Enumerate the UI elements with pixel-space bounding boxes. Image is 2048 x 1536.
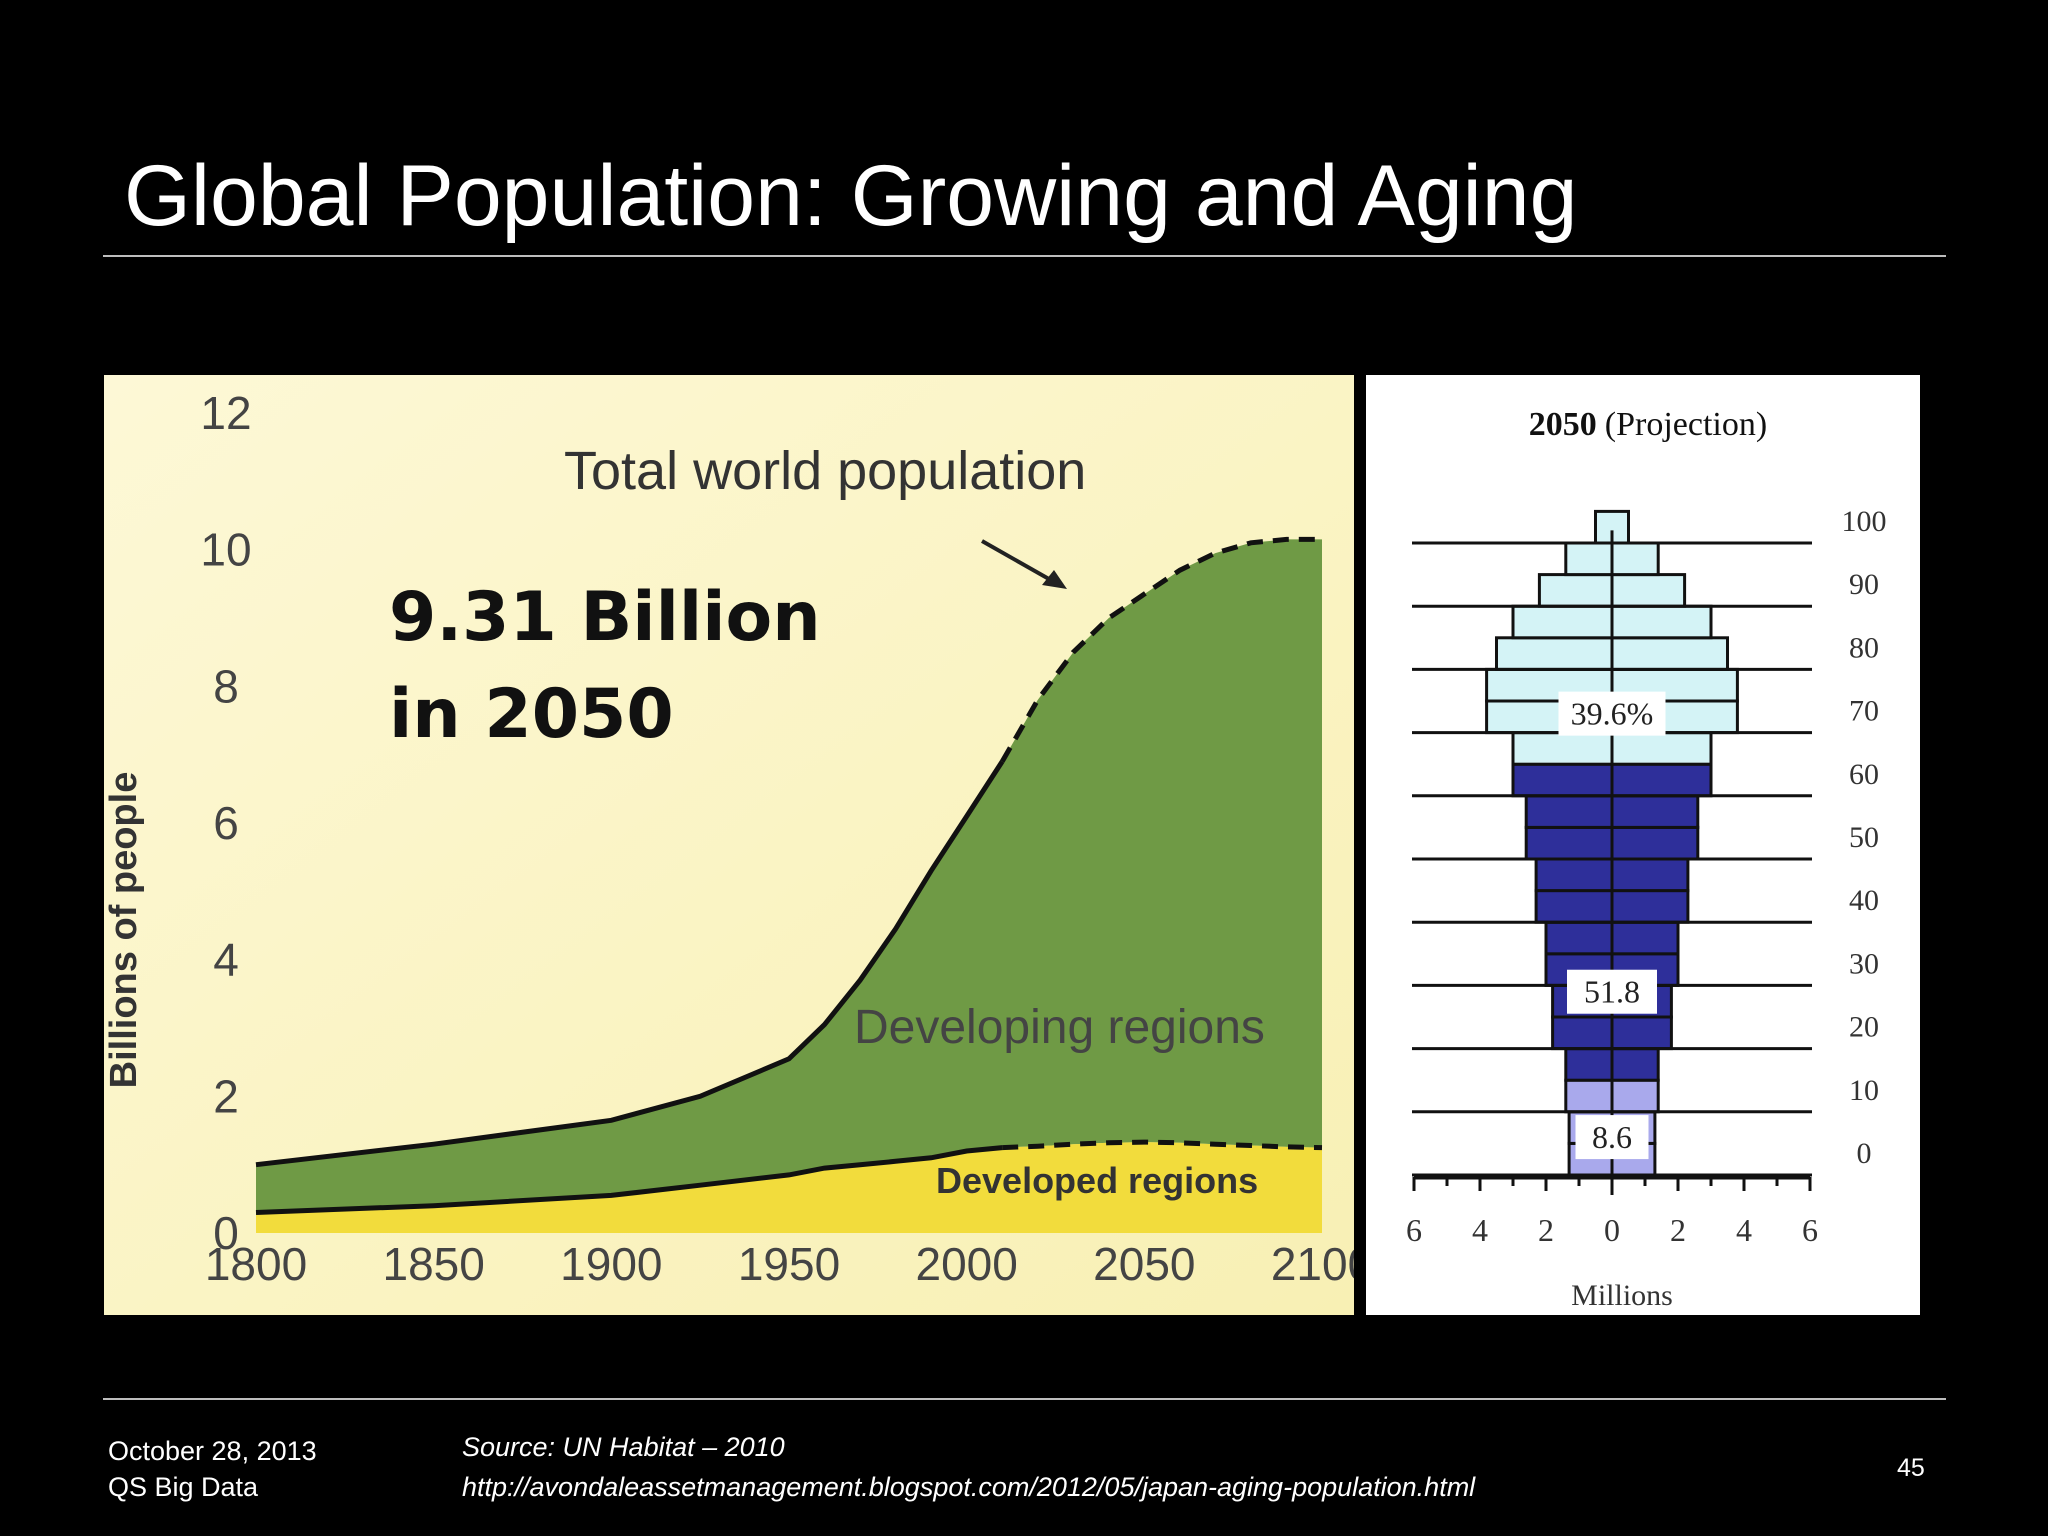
y-tick-label: 2 [213,1070,239,1122]
age-tick-label: 80 [1849,631,1879,664]
y-tick-label: 6 [213,797,239,849]
callout-line-1: 9.31 Billion [389,578,821,657]
x-tick-label: 1950 [738,1238,840,1290]
footer-event: QS Big Data [108,1472,259,1502]
age-tick-label: 70 [1849,695,1879,728]
age-tick-label: 50 [1849,821,1879,854]
footer-url[interactable]: http://avondaleassetmanagement.blogspot.… [462,1472,1476,1502]
age-tick-label: 40 [1849,884,1879,917]
developing-regions-area [256,539,1322,1213]
developing-regions-label: Developing regions [854,1001,1265,1054]
group-label-box [1575,1115,1649,1160]
arrow-head [1042,570,1067,589]
age-tick-label: 20 [1849,1011,1879,1044]
developed-regions-projection [1002,1139,1323,1151]
footer-date: October 28, 2013 [108,1436,317,1466]
age-pyramid-svg: 2050 (Projection) 01020304050607080901006… [1406,406,1887,1312]
pyramid-x-label: Millions [1571,1279,1673,1312]
x-tick-label: 2050 [1093,1238,1195,1290]
y-tick-label: 8 [213,660,239,712]
group-label: 39.6% [1571,696,1654,732]
total-population-arrow [981,539,1057,585]
age-tick-label: 90 [1849,568,1879,601]
age-tick-label: 60 [1849,758,1879,791]
x-tick-label: 1800 [205,1238,307,1290]
total-population-line [255,760,1005,1168]
developed-regions-line [255,1145,1003,1215]
footer-source: Source: UN Habitat – 2010 [462,1432,785,1462]
slide-title: Global Population: Growing and Aging [124,148,1578,244]
footer-divider [103,1398,1946,1400]
group-label: 51.8 [1584,974,1640,1010]
y-tick-label: 10 [200,524,251,576]
title-divider [103,255,1946,257]
pyramid-title: 2050 (Projection) [1529,406,1767,443]
age-tick-label: 10 [1849,1074,1879,1107]
developed-regions-label: Developed regions [936,1160,1258,1201]
pyramid-x-tick-label: 4 [1736,1212,1752,1248]
pyramid-x-tick-label: 6 [1406,1212,1422,1248]
pyramid-x-tick-label: 2 [1670,1212,1686,1248]
group-label-box [1567,969,1657,1014]
age-tick-label: 100 [1842,505,1887,538]
y-tick-label: 0 [213,1207,239,1259]
y-tick-label: 12 [200,387,251,439]
group-label: 8.6 [1592,1119,1632,1155]
group-label-box [1558,691,1666,736]
pyramid-x-tick-label: 4 [1472,1212,1488,1248]
x-tick-label: 1850 [382,1238,484,1290]
callout-line-2: in 2050 [389,675,674,754]
pyramid-x-tick-label: 0 [1604,1212,1620,1248]
page-number: 45 [1897,1454,1925,1482]
x-tick-label: 1900 [560,1238,662,1290]
developed-regions-area [256,1142,1322,1233]
age-pyramid-chart: 2050 (Projection) 0 10 20 30 40 50 60 70 80 90 100 6… [1366,375,1920,1315]
age-tick-label: 0 [1857,1137,1872,1170]
y-tick-label: 4 [213,934,239,986]
total-population-label: Total world population [564,441,1086,501]
x-tick-label: 2000 [915,1238,1017,1290]
age-tick-label: 30 [1849,947,1879,980]
y-axis-label: Billions of people [104,772,145,1089]
pyramid-title-rest: (Projection) [1605,406,1767,443]
pyramid-x-tick-label: 2 [1538,1212,1554,1248]
total-population-projection [1000,536,1322,763]
pyramid-title-year: 2050 [1529,406,1597,443]
pyramid-x-tick-label: 6 [1802,1212,1818,1248]
